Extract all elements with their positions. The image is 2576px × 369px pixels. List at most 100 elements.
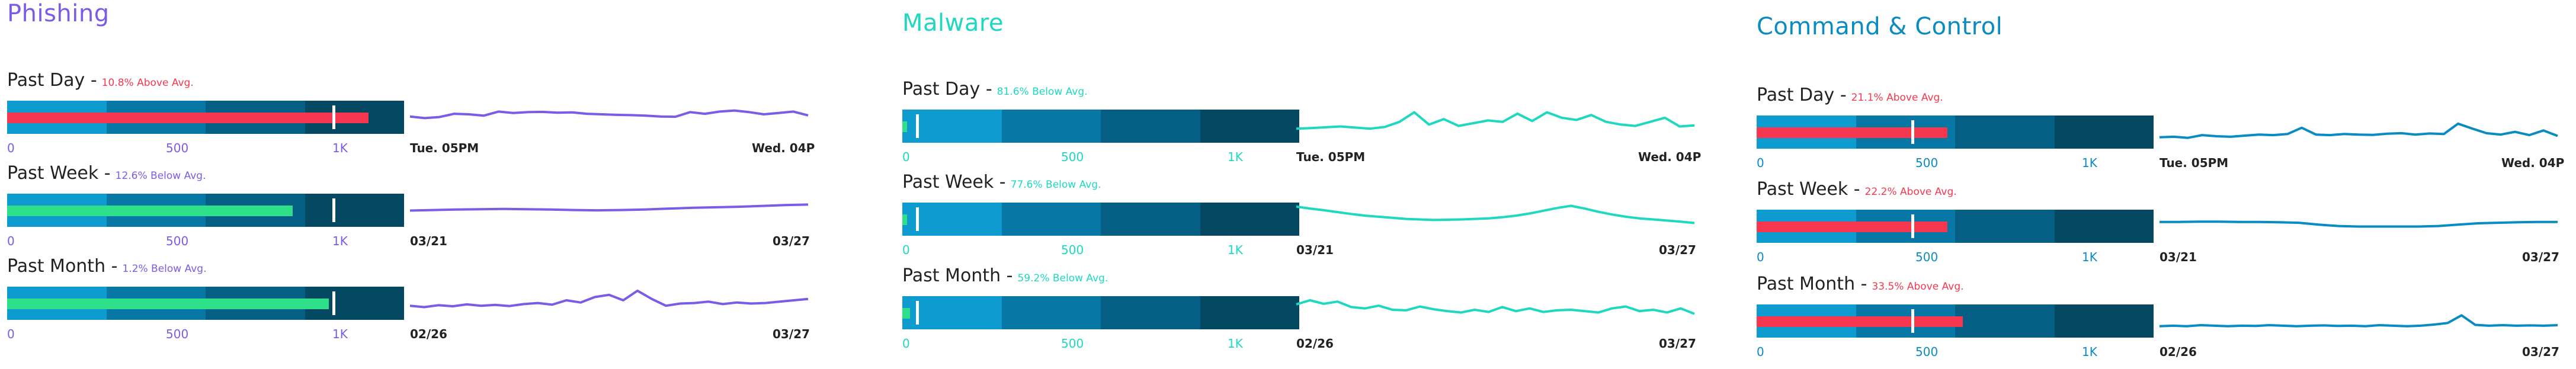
sparkline-start-label: 02/26	[1296, 336, 1334, 351]
period-separator: -	[1855, 274, 1867, 294]
sparkline-end-label: Wed. 04P	[2501, 156, 2565, 170]
average-marker	[332, 291, 335, 315]
row-label: Past Week -77.6% Below Avg.	[902, 172, 1101, 192]
sparkline	[1296, 203, 1695, 231]
sparkline	[1296, 296, 1695, 325]
gauge-axis: 0 500 1K	[7, 327, 404, 341]
sparkline-start-label: 03/21	[2160, 250, 2197, 264]
axis-tick-label: 1K	[1228, 150, 1243, 164]
axis-tick-label: 500	[1915, 345, 1939, 359]
average-marker	[916, 207, 919, 231]
axis-tick-label: 500	[1061, 336, 1084, 351]
period-separator: -	[98, 163, 111, 184]
row-label: Past Day -81.6% Below Avg.	[902, 79, 1088, 100]
bullet-gauge	[902, 110, 1299, 143]
delta-text: 22.2% Above Avg.	[1864, 186, 1957, 198]
gauge-axis: 0 500 1K	[902, 336, 1299, 351]
axis-tick-label: 1K	[1228, 336, 1243, 351]
panel-title: Phishing	[7, 0, 110, 27]
sparkline-end-label: 03/27	[1659, 336, 1696, 351]
sparkline-svg	[2160, 220, 2558, 228]
sparkline-svg	[409, 109, 809, 120]
gauge-band	[1001, 110, 1101, 143]
value-bar	[902, 308, 910, 319]
gauge-axis: 0 500 1K	[902, 150, 1299, 164]
axis-tick-label: 0	[1757, 345, 1764, 359]
period-label: Past Day	[1757, 85, 1835, 105]
sparkline-end-label: 03/27	[773, 234, 810, 248]
sparkline-path	[1296, 299, 1695, 315]
bullet-gauge	[1757, 304, 2154, 338]
row-label: Past Week -12.6% Below Avg.	[7, 163, 206, 184]
period-label: Past Month	[7, 256, 106, 277]
sparkline	[409, 287, 809, 315]
sparkline-end-label: 03/27	[773, 327, 810, 341]
sparkline	[2159, 304, 2558, 333]
value-bar	[7, 113, 369, 123]
gauge-axis: 0 500 1K	[7, 141, 404, 155]
gauge-band	[1001, 296, 1101, 329]
period-separator: -	[994, 172, 1006, 192]
axis-tick-label: 0	[7, 141, 15, 155]
axis-tick-label: 0	[902, 336, 910, 351]
panel-title: Malware	[902, 9, 1004, 37]
delta-text: 10.8% Above Avg.	[101, 77, 194, 89]
period-separator: -	[1834, 85, 1847, 105]
axis-tick-label: 0	[1757, 156, 1764, 170]
metric-row: Past Month -33.5% Above Avg. 0 500 1K 02/26 0…	[1757, 274, 2574, 368]
delta-text: 12.6% Below Avg.	[115, 170, 206, 182]
gauge-axis: 0 500 1K	[1757, 345, 2154, 359]
gauge-axis: 0 500 1K	[902, 243, 1299, 257]
sparkline-svg	[409, 289, 809, 309]
gauge-band	[305, 194, 404, 227]
sparkline-end-label: 03/27	[2522, 250, 2559, 264]
sparkline-path	[409, 203, 809, 212]
delta-text: 59.2% Below Avg.	[1017, 272, 1108, 284]
period-label: Past Month	[902, 265, 1001, 286]
delta-text: 1.2% Below Avg.	[122, 263, 207, 275]
metric-row: Past Week -22.2% Above Avg. 0 500 1K 03/21 03…	[1757, 179, 2574, 274]
axis-tick-label: 1K	[1228, 243, 1243, 257]
metric-row: Past Month -1.2% Below Avg. 0 500 1K 02/26 03…	[7, 256, 825, 351]
average-marker	[1911, 309, 1914, 333]
delta-text: 77.6% Below Avg.	[1010, 179, 1101, 191]
metric-row: Past Day -81.6% Below Avg. 0 500 1K Tue. 05P…	[902, 79, 1720, 174]
value-bar	[7, 299, 329, 309]
sparkline-path	[1296, 111, 1695, 130]
average-marker	[1911, 120, 1914, 144]
sparkline-path	[2160, 220, 2558, 228]
sparkline-start-label: Tue. 05PM	[410, 141, 479, 155]
axis-tick-label: 500	[1915, 156, 1939, 170]
axis-tick-label: 0	[7, 234, 15, 248]
average-marker	[332, 105, 335, 129]
period-label: Past Day	[7, 70, 85, 91]
row-label: Past Month -59.2% Below Avg.	[902, 265, 1108, 286]
sparkline-path	[2159, 122, 2558, 139]
gauge-band	[2054, 210, 2154, 243]
axis-tick-label: 500	[1915, 250, 1939, 264]
value-bar	[7, 206, 293, 216]
gauge-band	[1101, 110, 1200, 143]
gauge-band	[2054, 115, 2154, 149]
sparkline	[1296, 110, 1695, 138]
period-separator: -	[980, 79, 992, 100]
sparkline-start-label: Tue. 05PM	[2160, 156, 2229, 170]
bullet-gauge	[7, 287, 404, 320]
sparkline-start-label: 02/26	[410, 327, 447, 341]
period-separator: -	[85, 70, 97, 91]
axis-tick-label: 500	[166, 234, 189, 248]
metric-row: Past Day -10.8% Above Avg. 0 500 1K Tue. 05P…	[7, 70, 825, 165]
axis-tick-label: 1K	[332, 234, 348, 248]
bullet-gauge	[902, 296, 1299, 329]
gauge-band	[1955, 115, 2055, 149]
sparkline-end-label: Wed. 04P	[752, 141, 815, 155]
axis-tick-label: 1K	[332, 141, 348, 155]
axis-tick-label: 1K	[2082, 345, 2097, 359]
bullet-gauge	[1757, 115, 2154, 149]
gauge-band	[1101, 203, 1200, 236]
row-label: Past Month -1.2% Below Avg.	[7, 256, 207, 277]
gauge-axis: 0 500 1K	[1757, 156, 2154, 170]
gauge-axis: 0 500 1K	[7, 234, 404, 248]
axis-tick-label: 0	[1757, 250, 1764, 264]
gauge-band	[1101, 296, 1200, 329]
